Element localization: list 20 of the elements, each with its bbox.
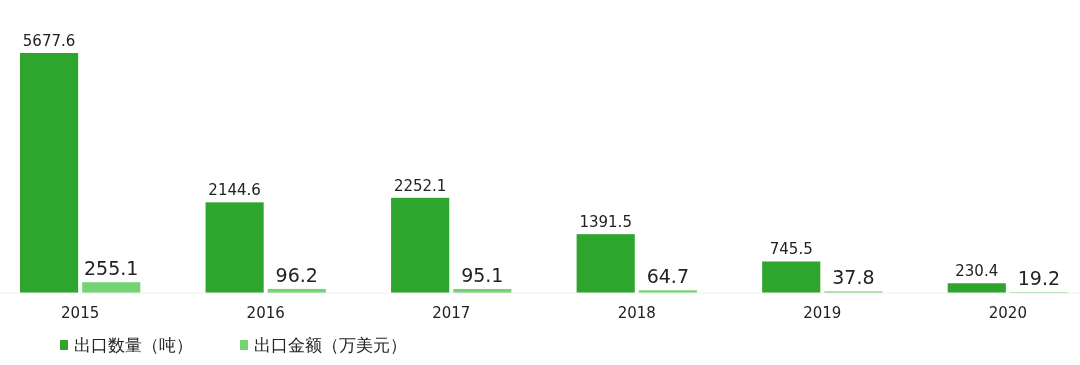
x-tick-label: 2016 bbox=[246, 304, 285, 322]
x-tick-label: 2017 bbox=[432, 304, 471, 322]
x-tick-label: 2018 bbox=[617, 304, 656, 322]
data-label: 2252.1 bbox=[393, 176, 447, 195]
legend-label: 出口金额（万美元） bbox=[254, 335, 407, 355]
data-label: 37.8 bbox=[832, 266, 875, 289]
legend-label: 出口数量（吨） bbox=[74, 335, 193, 355]
data-label: 2144.6 bbox=[208, 181, 261, 200]
data-label: 95.1 bbox=[461, 263, 504, 286]
data-label: 19.2 bbox=[1017, 267, 1061, 290]
data-label: 745.5 bbox=[769, 240, 813, 259]
data-label: 1391.5 bbox=[579, 213, 632, 232]
data-label: 255.1 bbox=[84, 257, 139, 280]
data-label: 5677.6 bbox=[22, 32, 76, 50]
x-tick-label: 2019 bbox=[803, 304, 842, 322]
data-label: 64.7 bbox=[646, 265, 689, 288]
x-tick-label: 2020 bbox=[988, 304, 1027, 322]
x-tick-label: 2015 bbox=[61, 304, 100, 322]
data-label: 230.4 bbox=[955, 262, 999, 281]
data-label: 96.2 bbox=[275, 263, 318, 286]
